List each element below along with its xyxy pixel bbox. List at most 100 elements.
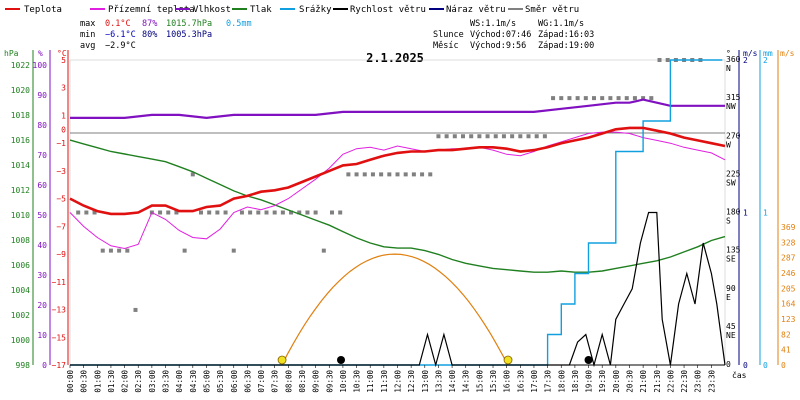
wind-dir-point bbox=[338, 210, 343, 215]
ms-tick-label: 0 bbox=[743, 361, 748, 370]
wind-dir-point bbox=[182, 248, 187, 253]
wind-dir-point bbox=[272, 210, 277, 215]
pct-tick-label: 70 bbox=[37, 151, 47, 160]
wind-dir-point bbox=[264, 210, 269, 215]
wind-dir-point bbox=[510, 134, 515, 139]
stat-avg-label: avg bbox=[80, 41, 95, 51]
time-tick-label: 09:00 bbox=[312, 370, 321, 393]
wind-direction-points bbox=[76, 58, 703, 312]
time-tick-label: 01:30 bbox=[107, 370, 116, 393]
time-tick-label: 12:30 bbox=[407, 370, 416, 393]
wind-dir-point bbox=[428, 172, 433, 177]
time-tick-label: 17:00 bbox=[530, 370, 539, 393]
time-axis-label: čas bbox=[732, 370, 747, 380]
wind-dir-point bbox=[534, 134, 539, 139]
stat-max-press: 1015.7hPa bbox=[166, 19, 212, 29]
temp-tick-label: −1 bbox=[56, 139, 66, 148]
solar-tick-label: 205 bbox=[781, 284, 796, 293]
time-tick-label: 20:30 bbox=[625, 370, 634, 393]
temp-tick-label: −3 bbox=[56, 167, 66, 176]
time-tick-label: 00:30 bbox=[80, 370, 89, 393]
stat-max-temp: 0.1°C bbox=[105, 19, 131, 29]
temp-tick-label: −17 bbox=[52, 361, 67, 370]
series-lines bbox=[69, 59, 726, 368]
solar-tick-label: 123 bbox=[781, 315, 796, 324]
dir-compass-label: SW bbox=[726, 178, 736, 187]
wind-dir-point bbox=[444, 134, 449, 139]
time-tick-label: 02:00 bbox=[121, 370, 130, 393]
temp-tick-label: −11 bbox=[52, 278, 67, 287]
hpa-tick-label: 1010 bbox=[11, 211, 30, 220]
wind-dir-point bbox=[133, 307, 138, 312]
legend: Teplota Přízemní teplota Vlhkost Tlak Sr… bbox=[5, 5, 579, 15]
wind-dir-point bbox=[501, 134, 506, 139]
wind-dir-point bbox=[477, 134, 482, 139]
pct-tick-label: 40 bbox=[37, 241, 47, 250]
wg-info: WG:1.1m/s bbox=[538, 19, 584, 29]
legend-wind-dir: Směr větru bbox=[525, 5, 579, 15]
time-tick-label: 06:00 bbox=[230, 370, 239, 393]
series-teplota bbox=[69, 126, 726, 216]
wind-dir-point bbox=[624, 96, 629, 101]
wind-dir-point bbox=[411, 172, 416, 177]
wind-dir-point bbox=[280, 210, 285, 215]
temp-tick-label: −15 bbox=[52, 333, 67, 342]
wind-dir-point bbox=[321, 248, 326, 253]
wind-dir-point bbox=[641, 96, 646, 101]
time-tick-label: 02:30 bbox=[134, 370, 143, 393]
dir-deg-label: 45 bbox=[726, 322, 736, 331]
time-tick-label: 19:00 bbox=[585, 370, 594, 393]
wind-dir-point bbox=[84, 210, 89, 215]
temp-tick-label: −7 bbox=[56, 222, 66, 231]
wind-dir-point bbox=[616, 96, 621, 101]
dir-compass-label: NE bbox=[726, 331, 736, 340]
moonset-marker bbox=[584, 356, 593, 364]
time-tick-label: 04:30 bbox=[189, 370, 198, 393]
time-tick-label: 22:30 bbox=[680, 370, 689, 393]
wind-dir-point bbox=[174, 210, 179, 215]
temp-tick-label: 3 bbox=[61, 84, 66, 93]
legend-wind-gust: Náraz větru bbox=[446, 5, 506, 15]
wind-dir-point bbox=[657, 58, 662, 62]
legend-wind-speed: Rychlost větru bbox=[350, 5, 426, 15]
pct-tick-label: 10 bbox=[37, 331, 47, 340]
time-tick-label: 00:00 bbox=[66, 370, 75, 393]
stats-block: max 0.1°C 87% 1015.7hPa 0.5mm min −6.1°C… bbox=[80, 19, 252, 51]
wind-dir-point bbox=[92, 210, 97, 215]
time-tick-label: 09:30 bbox=[325, 370, 334, 393]
time-tick-label: 15:30 bbox=[489, 370, 498, 393]
wind-dir-point bbox=[125, 248, 130, 253]
wind-dir-point bbox=[403, 172, 408, 177]
moon-label: Měsíc bbox=[433, 41, 459, 51]
temp-tick-label: 5 bbox=[61, 56, 66, 65]
wind-dir-point bbox=[256, 210, 261, 215]
hpa-tick-label: 1018 bbox=[11, 111, 30, 120]
wind-dir-point bbox=[542, 134, 547, 139]
unit-ms: m/s bbox=[743, 49, 758, 58]
unit-hpa: hPa bbox=[4, 49, 19, 58]
dir-compass-label: S bbox=[726, 217, 731, 226]
wind-dir-point bbox=[583, 96, 588, 101]
wind-dir-point bbox=[461, 134, 465, 139]
wind-dir-point bbox=[592, 96, 596, 101]
wind-dir-point bbox=[117, 248, 122, 253]
legend-rain: Srážky bbox=[299, 5, 332, 15]
pct-tick-label: 100 bbox=[33, 61, 48, 70]
time-axis-ticks: 00:00 00:30 01:00 01:30 02:00 02:30 03:00 03:30… bbox=[66, 365, 716, 393]
time-tick-label: 06:30 bbox=[243, 370, 252, 393]
solar-tick-label: 0 bbox=[781, 361, 786, 370]
chart-title: 2.1.2025 bbox=[366, 51, 424, 65]
wind-dir-point bbox=[362, 172, 367, 177]
stat-max-rain: 0.5mm bbox=[226, 19, 252, 29]
wind-dir-point bbox=[248, 210, 253, 215]
dir-deg-label: 90 bbox=[726, 284, 736, 293]
series-přízemní-teplota bbox=[69, 131, 726, 250]
series-vlhkost bbox=[70, 98, 725, 120]
wind-dir-point bbox=[199, 210, 203, 215]
sun-rise: Východ:07:46 bbox=[470, 30, 531, 40]
moon-rise: Východ:9:56 bbox=[470, 41, 526, 51]
ms-tick-label: 2 bbox=[743, 56, 748, 65]
wind-dir-point bbox=[190, 172, 195, 177]
time-tick-label: 04:00 bbox=[175, 370, 184, 393]
temp-tick-label: −5 bbox=[56, 195, 66, 204]
